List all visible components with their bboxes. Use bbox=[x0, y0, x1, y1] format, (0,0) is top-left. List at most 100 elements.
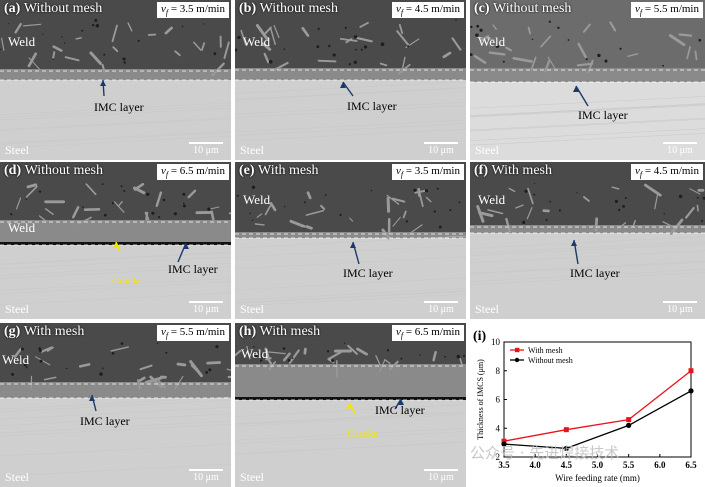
x-tick-label: 3.5 bbox=[498, 460, 510, 470]
speed-symbol: v bbox=[160, 326, 166, 338]
x-tick-label: 5.0 bbox=[592, 460, 604, 470]
data-point bbox=[563, 445, 569, 451]
weld-label: Weld bbox=[243, 192, 271, 207]
scale-bar-line bbox=[424, 301, 458, 303]
micrograph-panel-a: (a) Without mesh vf = 3.5 m/min Weld IMC… bbox=[0, 0, 231, 160]
imc-layer-label: IMC layer bbox=[570, 266, 620, 280]
panel-letter: (h) bbox=[239, 324, 257, 339]
speed-subscript: f bbox=[165, 170, 169, 180]
data-point bbox=[688, 368, 694, 374]
data-point bbox=[563, 427, 569, 433]
scale-bar-text: 10 μm bbox=[428, 304, 454, 315]
imc-layer-label: IMC layer bbox=[375, 403, 425, 417]
scale-bar-text: 10 μm bbox=[667, 304, 693, 315]
legend-marker bbox=[514, 357, 520, 363]
panel-letter: (a) bbox=[4, 1, 21, 16]
wire-speed-label: vf = 5.5 m/min bbox=[156, 325, 229, 342]
micrograph-image bbox=[235, 323, 466, 487]
scale-bar-text: 10 μm bbox=[193, 145, 219, 156]
panel-condition: Without mesh bbox=[23, 1, 103, 16]
scale-bar-text: 10 μm bbox=[428, 472, 454, 483]
speed-symbol: v bbox=[634, 3, 640, 15]
scale-bar-line bbox=[189, 142, 223, 144]
panel-condition: Without mesh bbox=[24, 163, 103, 178]
panel-label: (d) Without mesh bbox=[4, 163, 103, 179]
steel-label: Steel bbox=[240, 302, 264, 316]
scale-bar: 10 μm bbox=[189, 469, 223, 483]
panel-condition: Without mesh bbox=[259, 1, 338, 16]
micrograph-panel-h: (h) With mesh vf = 6.5 m/min Weld IMC la… bbox=[235, 323, 466, 487]
speed-value: = 4.5 m/min bbox=[644, 165, 699, 177]
panel-label: (b) Without mesh bbox=[239, 1, 338, 17]
data-point bbox=[501, 438, 507, 444]
imc-layer-label: IMC layer bbox=[347, 99, 397, 113]
wire-speed-label: vf = 6.5 m/min bbox=[156, 164, 229, 181]
y-axis-label: Thickness of IMCS (μm) bbox=[476, 359, 485, 440]
x-tick-label: 4.0 bbox=[530, 460, 542, 470]
chart-panel-i: (i) 2 4 6 8 10 3.5 4.0 4.5 5.0 5.5 6.0 6.5 Wire feedi… bbox=[469, 322, 705, 487]
micrograph-image bbox=[0, 0, 231, 160]
scale-bar-line bbox=[189, 301, 223, 303]
speed-value: = 3.5 m/min bbox=[170, 3, 225, 15]
wire-speed-label: vf = 5.5 m/min bbox=[630, 2, 703, 19]
x-tick-label: 6.5 bbox=[685, 460, 697, 470]
micrograph-panel-b: (b) Without mesh vf = 4.5 m/min Weld IMC… bbox=[235, 0, 466, 160]
series-line-2 bbox=[503, 390, 692, 450]
speed-subscript: f bbox=[400, 331, 404, 341]
wire-speed-label: vf = 4.5 m/min bbox=[630, 164, 703, 181]
panel-letter: (c) bbox=[474, 1, 490, 16]
scale-bar: 10 μm bbox=[424, 142, 458, 156]
micrograph-panel-f: (f) With mesh vf = 4.5 m/min Weld IMC la… bbox=[470, 162, 705, 319]
panel-letter: (e) bbox=[239, 163, 255, 178]
wire-speed-label: vf = 6.5 m/min bbox=[391, 325, 464, 342]
data-point bbox=[688, 388, 694, 394]
scale-bar: 10 μm bbox=[424, 469, 458, 483]
x-tick-label: 4.5 bbox=[561, 460, 573, 470]
scale-bar-line bbox=[189, 469, 223, 471]
steel-label: Steel bbox=[5, 470, 29, 484]
scale-bar-line bbox=[424, 142, 458, 144]
panel-label: (h) With mesh bbox=[239, 324, 320, 340]
imc-layer-label: IMC layer bbox=[578, 108, 628, 122]
y-tick-label: 2 bbox=[496, 452, 501, 462]
steel-label: Steel bbox=[5, 302, 29, 316]
scale-bar-text: 10 μm bbox=[193, 472, 219, 483]
legend-label: Without mesh bbox=[528, 356, 573, 365]
data-point bbox=[501, 441, 507, 447]
micrograph-panel-e: (e) With mesh vf = 3.5 m/min Weld IMC la… bbox=[235, 162, 466, 319]
speed-symbol: v bbox=[395, 3, 401, 15]
scale-bar: 10 μm bbox=[424, 301, 458, 315]
x-tick-label: 6.0 bbox=[654, 460, 666, 470]
speed-symbol: v bbox=[160, 165, 166, 177]
micrograph-image bbox=[470, 0, 705, 160]
speed-subscript: f bbox=[639, 8, 643, 18]
micrograph-panel-c: (c) Without mesh vf = 5.5 m/min Weld IMC… bbox=[470, 0, 705, 160]
micrograph-image bbox=[0, 323, 231, 487]
weld-label: Weld bbox=[2, 352, 30, 367]
speed-subscript: f bbox=[400, 170, 404, 180]
panel-label: (c) Without mesh bbox=[474, 1, 571, 17]
panel-letter: (b) bbox=[239, 1, 257, 16]
panel-letter: (g) bbox=[4, 324, 21, 339]
speed-value: = 5.5 m/min bbox=[170, 326, 225, 338]
panel-condition: With mesh bbox=[258, 163, 319, 178]
wire-speed-label: vf = 4.5 m/min bbox=[391, 2, 464, 19]
micrograph-image bbox=[0, 162, 231, 319]
scale-bar-line bbox=[663, 142, 697, 144]
speed-subscript: f bbox=[639, 170, 643, 180]
speed-value: = 3.5 m/min bbox=[405, 165, 460, 177]
panel-letter: (d) bbox=[4, 163, 22, 178]
x-axis-label: Wire feeding rate (mm) bbox=[555, 473, 640, 483]
scale-bar: 10 μm bbox=[663, 301, 697, 315]
weld-label: Weld bbox=[241, 346, 269, 361]
scale-bar-text: 10 μm bbox=[667, 145, 693, 156]
scale-bar: 10 μm bbox=[189, 301, 223, 315]
speed-value: = 4.5 m/min bbox=[405, 3, 460, 15]
panel-label: (g) With mesh bbox=[4, 324, 84, 340]
y-tick-label: 10 bbox=[491, 337, 501, 347]
cracks-label: Cracks bbox=[112, 275, 143, 287]
steel-label: Steel bbox=[475, 302, 499, 316]
micrograph-image bbox=[235, 162, 466, 319]
scale-bar-line bbox=[663, 301, 697, 303]
data-point bbox=[626, 422, 632, 428]
